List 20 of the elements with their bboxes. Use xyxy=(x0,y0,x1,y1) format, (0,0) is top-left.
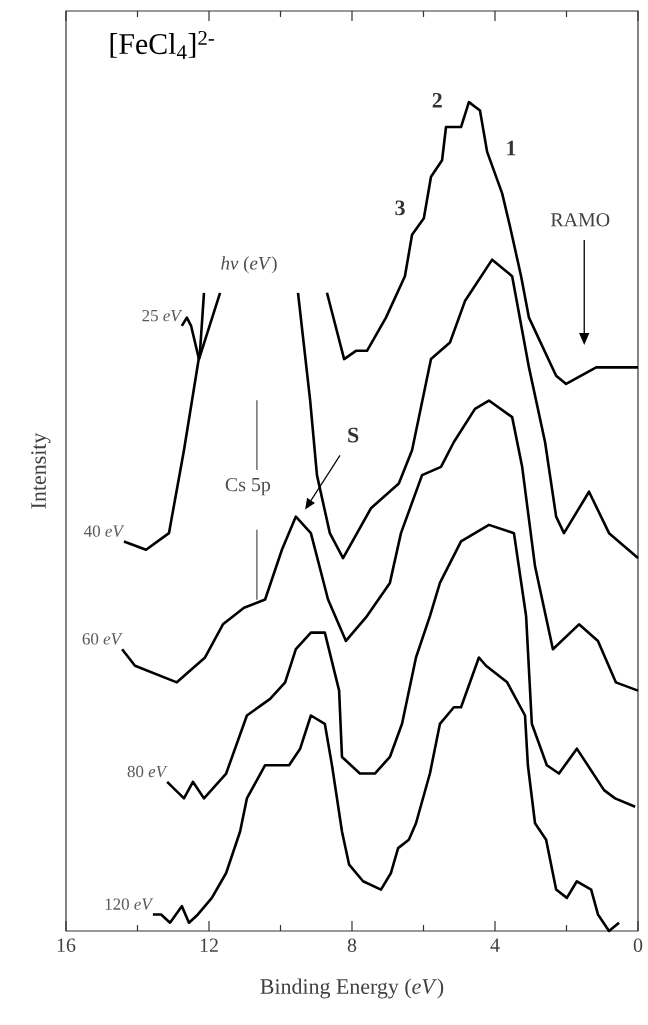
x-tick-label: 0 xyxy=(633,938,643,952)
series-label: 120 eV xyxy=(105,898,154,910)
annotation: 2 xyxy=(432,92,442,108)
annotation: 1 xyxy=(507,140,516,156)
annotation: RAMO xyxy=(550,213,610,227)
series-label: 25 eV xyxy=(142,309,183,322)
x-tick-label: 16 xyxy=(57,938,76,952)
series-label: 40 eV xyxy=(84,525,125,537)
y-axis-title: Intensity xyxy=(31,432,51,509)
annotation: S xyxy=(348,427,359,443)
ref-line-label: Cs 5p xyxy=(225,477,271,496)
x-tick-label: 8 xyxy=(347,938,357,952)
x-tick-label: 12 xyxy=(200,938,218,952)
annotation: hν (eV) xyxy=(221,256,277,274)
chart-title: [FeCl$_{4}$]$^{2-}$ xyxy=(110,30,215,60)
series-label: 60 eV xyxy=(82,633,123,645)
annotation: 3 xyxy=(395,200,405,216)
series-label: 80 eV xyxy=(127,765,168,778)
x-tick-label: 4 xyxy=(490,938,500,952)
x-axis-title: Binding Energy (eV) xyxy=(260,978,444,999)
